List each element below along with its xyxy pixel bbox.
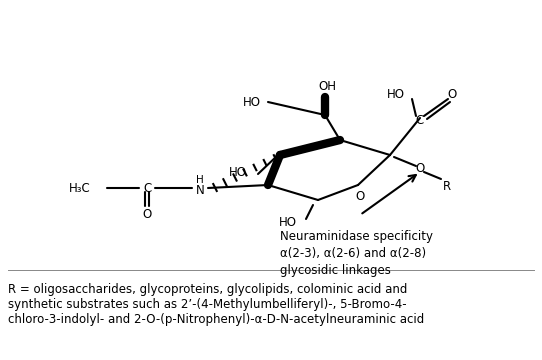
- Text: OH: OH: [318, 81, 336, 94]
- Text: HO: HO: [243, 95, 261, 108]
- Text: H₃C: H₃C: [69, 181, 91, 194]
- Text: Neuraminidase specificity
α(2-3), α(2-6) and α(2-8)
glycosidic linkages: Neuraminidase specificity α(2-3), α(2-6)…: [280, 230, 433, 277]
- Text: chloro-3-indolyl- and 2-O-(p-Nitrophenyl)-α-D-N-acetylneuraminic acid: chloro-3-indolyl- and 2-O-(p-Nitrophenyl…: [8, 313, 424, 326]
- Text: C: C: [143, 181, 151, 194]
- Text: HO: HO: [387, 89, 405, 102]
- Text: O: O: [143, 207, 152, 220]
- Text: HO: HO: [279, 216, 297, 229]
- Text: HO: HO: [229, 166, 247, 179]
- Text: H: H: [196, 175, 204, 185]
- Text: R = oligosaccharides, glycoproteins, glycolipids, colominic acid and: R = oligosaccharides, glycoproteins, gly…: [8, 283, 408, 296]
- Text: O: O: [356, 190, 365, 203]
- Text: C: C: [416, 113, 424, 126]
- Text: R: R: [443, 180, 451, 194]
- Text: O: O: [447, 89, 456, 102]
- Text: O: O: [415, 162, 424, 175]
- Text: N: N: [196, 184, 204, 198]
- Text: synthetic substrates such as 2’-(4-Methylumbelliferyl)-, 5-Bromo-4-: synthetic substrates such as 2’-(4-Methy…: [8, 298, 406, 311]
